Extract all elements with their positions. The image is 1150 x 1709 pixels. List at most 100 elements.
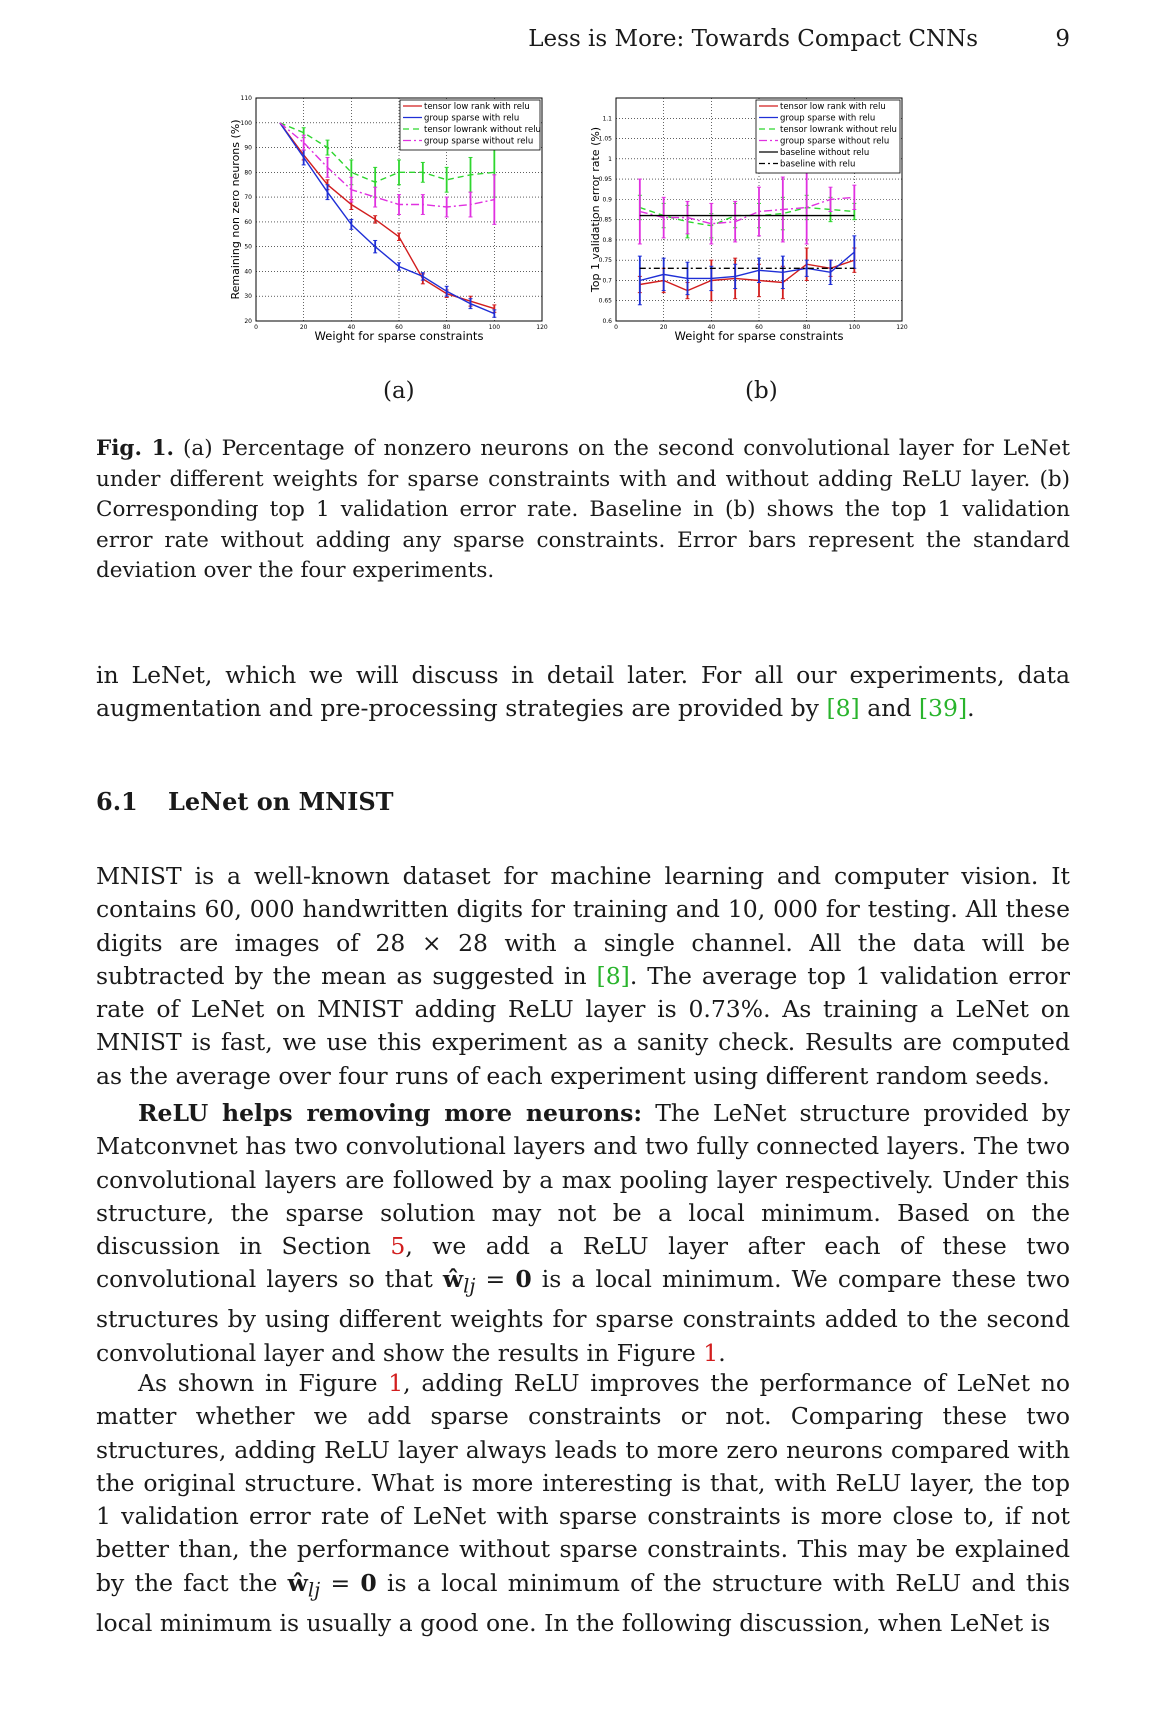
figure-caption: Fig. 1. (a) Percentage of nonzero neuron… bbox=[96, 434, 1070, 587]
section-heading: 6.1 LeNet on MNIST bbox=[96, 787, 394, 816]
math-symbol: ŵ bbox=[442, 1265, 464, 1294]
y-tick-label: 0.8 bbox=[602, 237, 612, 244]
paragraph-relu: ReLU helps removing more neurons: The Le… bbox=[96, 1097, 1070, 1370]
x-tick-label: 40 bbox=[708, 324, 716, 331]
chart-b: 0 20 40 60 80 100 120 0.6 0.65 0.7 0.75 0.8 0.85 0.9 0… bbox=[589, 97, 908, 343]
y-tick-label: 60 bbox=[244, 219, 252, 226]
y-tick-label: 90 bbox=[244, 145, 252, 152]
paragraph-text: . The average top 1 validation error rat… bbox=[96, 961, 1070, 1090]
x-tick-label: 0 bbox=[614, 324, 618, 331]
figure-caption-text: (a) Percentage of nonzero neurons on the… bbox=[96, 436, 1070, 583]
math-subscript: lj bbox=[463, 1275, 476, 1299]
y-tick-label: 0.95 bbox=[599, 176, 613, 183]
series-line bbox=[279, 122, 495, 183]
x-tick-label: 20 bbox=[660, 324, 668, 331]
legend-entry: group sparse with relu bbox=[424, 114, 519, 124]
paragraph-text: and bbox=[859, 694, 919, 723]
section-reference[interactable]: 5 bbox=[390, 1232, 406, 1261]
x-tick-label: 100 bbox=[849, 324, 861, 331]
y-tick-label: 100 bbox=[241, 120, 253, 127]
figure-panel-a: 0 20 40 60 80 100 120 20 30 40 50 60 70 80 90 100 110 Wei… bbox=[218, 90, 574, 370]
math-expression: ŵlj = 0 bbox=[442, 1265, 532, 1298]
paragraph-text: . bbox=[718, 1338, 726, 1367]
x-tick-label: 80 bbox=[803, 324, 811, 331]
paragraph-text: is a local minimum of the structure with… bbox=[96, 1568, 1071, 1637]
y-tick-label: 0.6 bbox=[602, 318, 612, 325]
y-tick-label: 0.75 bbox=[599, 257, 613, 264]
legend-entry: group sparse with relu bbox=[780, 114, 875, 124]
y-tick-label: 0.85 bbox=[599, 217, 613, 224]
y-axis-label: Top 1 validation error rate (%) bbox=[589, 127, 602, 293]
page-number: 9 bbox=[1055, 26, 1070, 52]
paragraph-intro: in LeNet, which we will discuss in detai… bbox=[96, 659, 1070, 726]
legend-box bbox=[399, 99, 541, 151]
x-axis-label: Weight for sparse constraints bbox=[675, 329, 844, 343]
legend-entry: tensor lowrank without relu bbox=[424, 125, 541, 135]
y-tick-label: 110 bbox=[241, 95, 253, 102]
paragraph-text: MNIST is a well-known dataset for machin… bbox=[96, 862, 1070, 990]
y-tick-label: 80 bbox=[244, 169, 252, 176]
series-line bbox=[279, 122, 495, 208]
paragraph-text: The LeNet structure provided by Matconvn… bbox=[96, 1099, 1071, 1261]
subcaption-b: (b) bbox=[745, 378, 778, 404]
x-tick-label: 0 bbox=[254, 324, 258, 331]
y-tick-label: 1 bbox=[608, 156, 612, 163]
paragraph-text: in LeNet, which we will discuss in detai… bbox=[96, 661, 1070, 723]
figure-reference[interactable]: 1 bbox=[703, 1338, 719, 1367]
y-tick-label: 1.05 bbox=[599, 136, 613, 143]
legend-entry: baseline without relu bbox=[780, 148, 869, 158]
y-tick-label: 40 bbox=[244, 268, 252, 275]
section-number: 6.1 bbox=[96, 787, 138, 816]
citation-8[interactable]: [8] bbox=[596, 961, 630, 990]
legend-box bbox=[755, 99, 901, 174]
y-tick-label: 30 bbox=[244, 293, 252, 300]
y-tick-label: 50 bbox=[244, 244, 252, 251]
paragraph-text: is a local minimum. We compare these two… bbox=[96, 1265, 1070, 1367]
running-header: Less is More: Towards Compact CNNs 9 bbox=[96, 26, 1070, 60]
y-tick-label: 70 bbox=[244, 194, 252, 201]
math-zero: 0 bbox=[515, 1265, 532, 1294]
paragraph-text: , we add a ReLU layer after each of thes… bbox=[96, 1232, 1071, 1294]
figure-label: Fig. 1. bbox=[96, 436, 175, 461]
x-tick-label: 60 bbox=[755, 324, 763, 331]
x-tick-label: 80 bbox=[443, 324, 451, 331]
math-subscript: lj bbox=[307, 1578, 321, 1602]
series-line bbox=[639, 251, 855, 282]
citation-8[interactable]: [8] bbox=[826, 694, 860, 723]
series-line bbox=[639, 259, 855, 292]
x-tick-label: 100 bbox=[489, 324, 501, 331]
y-tick-label: 0.7 bbox=[602, 277, 612, 284]
legend-entry: group sparse without relu bbox=[780, 137, 889, 147]
y-axis-label: Remaining non zero neurons (%) bbox=[229, 119, 242, 299]
x-tick-label: 120 bbox=[536, 324, 548, 331]
legend-entry: group sparse without relu bbox=[424, 137, 533, 147]
paragraph-text: , adding ReLU improves the performance o… bbox=[96, 1369, 1070, 1597]
math-symbol: ŵ bbox=[287, 1568, 308, 1597]
y-tick-label: 0.65 bbox=[599, 298, 613, 305]
x-tick-label: 60 bbox=[395, 324, 403, 331]
y-tick-label: 1.1 bbox=[602, 115, 612, 122]
paragraph-mnist: MNIST is a well-known dataset for machin… bbox=[96, 860, 1070, 1093]
series-line bbox=[639, 196, 855, 225]
legend-entry: tensor lowrank without relu bbox=[780, 125, 897, 135]
x-tick-label: 120 bbox=[896, 324, 908, 331]
legend-entry: baseline with relu bbox=[780, 160, 855, 170]
paragraph-results: As shown in Figure 1, adding ReLU improv… bbox=[96, 1367, 1070, 1640]
citation-39[interactable]: [39] bbox=[918, 694, 968, 723]
x-axis-label: Weight for sparse constraints bbox=[315, 329, 484, 343]
legend-entry: tensor low rank with relu bbox=[780, 102, 886, 112]
math-operator: = bbox=[320, 1568, 361, 1597]
math-expression: ŵlj = 0 bbox=[287, 1568, 377, 1602]
math-zero: 0 bbox=[360, 1568, 377, 1597]
legend-entry: tensor low rank with relu bbox=[424, 102, 530, 112]
paragraph-lead: ReLU helps removing more neurons: bbox=[138, 1099, 643, 1127]
figure-reference[interactable]: 1 bbox=[388, 1369, 404, 1397]
y-tick-label: 0.9 bbox=[602, 196, 612, 203]
section-title: LeNet on MNIST bbox=[168, 787, 394, 816]
math-operator: = bbox=[475, 1265, 516, 1294]
subcaption-a: (a) bbox=[383, 378, 415, 404]
chart-a: 0 20 40 60 80 100 1202030405060708090100110Wei… bbox=[229, 95, 548, 343]
running-title: Less is More: Towards Compact CNNs bbox=[528, 26, 978, 52]
x-tick-label: 40 bbox=[348, 324, 356, 331]
